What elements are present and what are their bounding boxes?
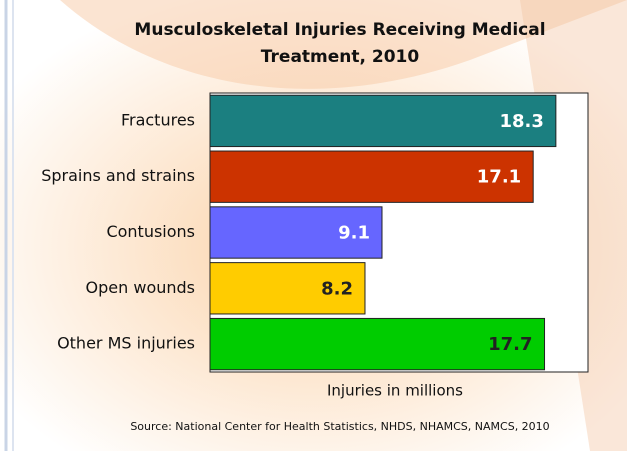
data-label: 17.7 [488, 334, 532, 355]
y-tick-label: Fractures [121, 110, 195, 129]
y-tick-label: Sprains and strains [41, 166, 195, 185]
chart: Musculoskeletal Injuries Receiving Medic… [0, 0, 627, 451]
data-label: 17.1 [477, 167, 521, 188]
y-tick-label: Other MS injuries [57, 334, 195, 353]
data-label: 18.3 [499, 111, 543, 132]
y-tick-label: Contusions [106, 222, 195, 241]
y-tick-label: Open wounds [86, 278, 195, 297]
source-note: Source: National Center for Health Stati… [130, 420, 549, 433]
data-label: 9.1 [338, 223, 370, 244]
x-axis-label: Injuries in millions [327, 382, 463, 400]
data-label: 8.2 [321, 278, 353, 299]
